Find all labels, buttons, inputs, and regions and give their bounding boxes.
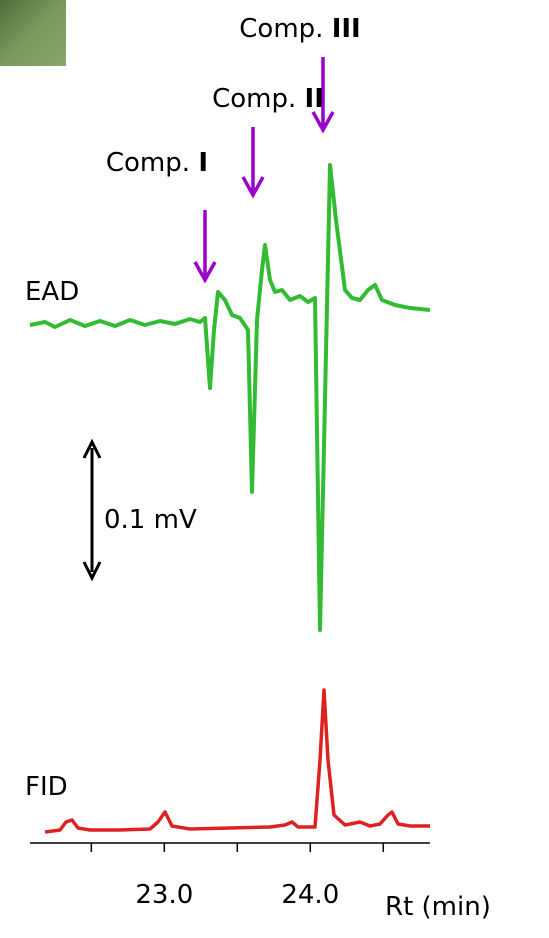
compound-label: Comp. I (106, 148, 208, 178)
x-tick-label: 24.0 (281, 880, 339, 910)
compound-label: Comp. II (212, 84, 324, 114)
ead-trace (29, 163, 431, 632)
fid-label: FID (25, 772, 68, 802)
x-axis-label: Rt (min) (385, 892, 491, 922)
compound-arrows (193, 57, 335, 284)
scale-bar (82, 438, 102, 582)
compound-label: Comp. III (239, 14, 360, 44)
fid-trace (44, 688, 430, 834)
scale-label: 0.1 mV (104, 505, 197, 535)
insect-photo (0, 0, 66, 66)
ead-label: EAD (25, 277, 79, 307)
x-tick-label: 23.0 (135, 880, 193, 910)
